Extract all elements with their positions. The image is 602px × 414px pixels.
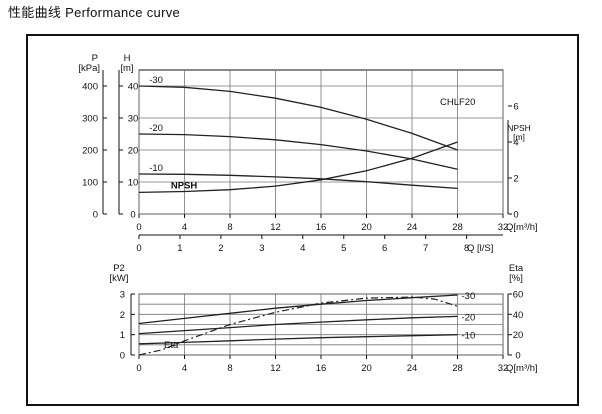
eta-tick-label: 20: [513, 330, 524, 341]
p-axis-unit: [kPa]: [78, 63, 100, 74]
q-tick-label: 0: [136, 222, 141, 233]
eta-tick-label: 0: [515, 351, 520, 362]
p2-curve-eta: [138, 296, 458, 356]
p-tick-label: 100: [82, 178, 98, 189]
npsh-tick-label: 6: [513, 102, 518, 113]
q2-tick-label: 4: [182, 363, 187, 374]
label-eta: Eta: [164, 340, 179, 351]
h-tick-label: 0: [130, 210, 135, 221]
q-tick-label: 20: [361, 222, 372, 233]
h-tick-label: 10: [128, 178, 139, 189]
eta-axis-label: Eta: [509, 263, 524, 274]
label-npsh: NPSH: [171, 180, 198, 191]
p2-tick-label: 3: [120, 290, 125, 301]
p2-axis-unit: [kW]: [110, 273, 129, 284]
h-tick-label: 30: [128, 114, 139, 125]
eta-tick-label: 60: [513, 290, 524, 301]
q-axis-label: Q[m³/h]: [506, 222, 538, 233]
npsh-tick-label: 2: [513, 174, 518, 185]
ls-axis-label: Q [l/S]: [467, 243, 493, 254]
ls-tick-label: 1: [177, 243, 182, 254]
p2-tick-label: 2: [120, 310, 125, 321]
curve-neg30: [138, 85, 458, 151]
label-neg10: -10: [149, 163, 163, 174]
eta-axis-unit: [%]: [509, 273, 523, 284]
p2-tick-label: 1: [120, 330, 125, 341]
curve-neg10: [138, 173, 458, 190]
p2-axis-label: P2: [113, 263, 125, 274]
q2-axis-label: Q[m³/h]: [506, 363, 538, 374]
label-p2-neg20: -20: [462, 312, 476, 323]
h-axis-label: H: [124, 53, 131, 64]
p-tick-label: 400: [82, 82, 98, 93]
npsh-axis-label: NPSH: [507, 123, 531, 133]
h-axis-unit: [m]: [120, 63, 133, 74]
q-tick-label: 28: [452, 222, 463, 233]
p2-tick-label: 0: [120, 351, 125, 362]
page-title: 性能曲线 Performance curve: [8, 5, 181, 20]
ls-tick-label: 6: [382, 243, 387, 254]
ls-tick-label: 7: [423, 243, 428, 254]
ls-tick-label: 5: [341, 243, 346, 254]
npsh-axis-unit: [m]: [513, 132, 525, 142]
ls-tick-label: 0: [136, 243, 141, 254]
q-tick-label: 32: [498, 222, 509, 233]
q2-tick-label: 0: [136, 363, 141, 374]
p-tick-label: 200: [82, 146, 98, 157]
ls-tick-label: 8: [464, 243, 469, 254]
eta-tick-label: 40: [513, 310, 524, 321]
h-tick-label: 40: [128, 82, 139, 93]
ls-tick-label: 2: [218, 243, 223, 254]
p2-curve-neg20: [138, 315, 458, 335]
p2-curve-neg30: [138, 294, 458, 325]
q-tick-label: 16: [316, 222, 327, 233]
q2-tick-label: 32: [498, 363, 509, 374]
label-neg30: -30: [149, 75, 163, 86]
p-tick-label: 300: [82, 114, 98, 125]
npsh-tick-label: 4: [513, 138, 518, 149]
p-tick-label: 0: [93, 210, 98, 221]
q-tick-label: 24: [407, 222, 418, 233]
q2-tick-label: 20: [361, 363, 372, 374]
curve-npsh: [138, 141, 458, 194]
q-tick-label: 8: [227, 222, 232, 233]
ls-tick-label: 3: [259, 243, 264, 254]
p-axis-label: P: [92, 53, 98, 64]
q2-tick-label: 12: [270, 363, 281, 374]
chart-frame: [26, 34, 579, 406]
h-tick-label: 20: [128, 146, 139, 157]
model-label: CHLF20: [440, 97, 475, 108]
q2-tick-label: 28: [452, 363, 463, 374]
p2-curve-neg10: [138, 334, 458, 345]
label-p2-neg30: -30: [462, 291, 476, 302]
label-neg20: -20: [149, 123, 163, 134]
q-tick-label: 12: [270, 222, 281, 233]
ls-tick-label: 4: [300, 243, 305, 254]
label-p2-neg10: -10: [462, 331, 476, 342]
q2-tick-label: 8: [227, 363, 232, 374]
q2-tick-label: 16: [316, 363, 327, 374]
q-tick-label: 4: [182, 222, 187, 233]
q2-tick-label: 24: [407, 363, 418, 374]
npsh-tick-label: 0: [513, 210, 518, 221]
curve-neg20: [138, 133, 458, 170]
